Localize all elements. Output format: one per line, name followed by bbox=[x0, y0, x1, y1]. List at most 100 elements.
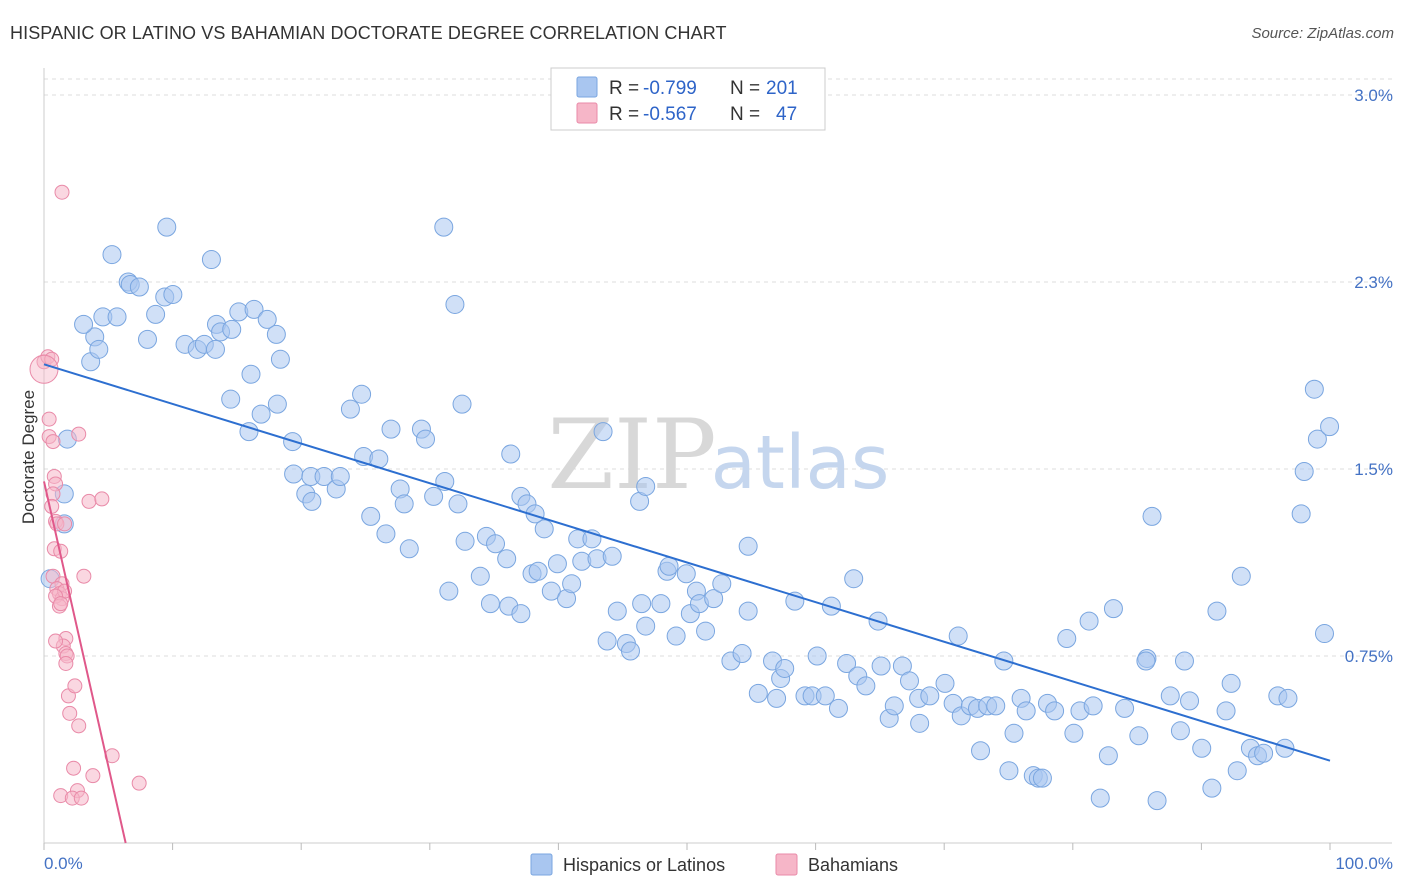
hispanics-point bbox=[1254, 743, 1274, 763]
hispanics-point bbox=[1275, 738, 1295, 758]
hispanics-point bbox=[704, 589, 724, 609]
hispanics-point bbox=[452, 394, 472, 414]
bahamians-point bbox=[53, 596, 69, 612]
legend-row-hispanics: R = -0.799 N = 201 bbox=[576, 76, 798, 99]
bottom-legend-swatch-bahamians bbox=[775, 853, 798, 876]
hispanics-point bbox=[534, 519, 554, 539]
hispanics-point bbox=[302, 491, 322, 511]
bahamians-point bbox=[71, 718, 87, 734]
hispanics-point bbox=[1064, 723, 1084, 743]
y-tick-label: 3.0% bbox=[1354, 86, 1393, 105]
hispanics-point bbox=[1136, 651, 1156, 671]
bahamians-point bbox=[41, 411, 57, 427]
hispanics-point bbox=[620, 641, 640, 661]
hispanics-point bbox=[361, 506, 381, 526]
hispanics-point bbox=[899, 671, 919, 691]
bahamians-point bbox=[71, 426, 87, 442]
hispanics-point bbox=[221, 389, 241, 409]
hispanics-point bbox=[251, 404, 271, 424]
hispanics-point bbox=[352, 384, 372, 404]
hispanics-point bbox=[738, 536, 758, 556]
bahamians-point bbox=[131, 775, 147, 791]
hispanics-point bbox=[547, 554, 567, 574]
hispanics-point bbox=[330, 466, 350, 486]
hispanics-point bbox=[935, 673, 955, 693]
hispanics-point bbox=[340, 399, 360, 419]
y-axis-title: Doctorate Degree bbox=[19, 390, 38, 524]
hispanics-point bbox=[651, 594, 671, 614]
hispanics-point bbox=[74, 314, 94, 334]
trend-line-bahamians bbox=[43, 481, 127, 844]
hispanics-point bbox=[434, 217, 454, 237]
hispanics-point bbox=[636, 616, 656, 636]
hispanics-point bbox=[971, 741, 991, 761]
axes bbox=[43, 68, 1392, 850]
hispanics-point bbox=[1180, 691, 1200, 711]
hispanics-point bbox=[607, 601, 627, 621]
hispanics-point bbox=[102, 245, 122, 265]
hispanics-point bbox=[266, 324, 286, 344]
hispanics-point bbox=[497, 549, 517, 569]
hispanics-point bbox=[501, 444, 521, 464]
hispanics-point bbox=[205, 339, 225, 359]
hispanics-point bbox=[807, 646, 827, 666]
hispanics-point bbox=[738, 601, 758, 621]
hispanics-point bbox=[528, 561, 548, 581]
hispanics-point bbox=[1278, 688, 1298, 708]
hispanics-point bbox=[1170, 721, 1190, 741]
tick-labels: 0.75% 1.5% 2.3% 3.0% 0.0% 100.0% bbox=[44, 86, 1393, 873]
bahamians-point bbox=[45, 434, 61, 450]
hispanics-point bbox=[244, 299, 264, 319]
hispanics-point bbox=[480, 594, 500, 614]
hispanics-point bbox=[910, 713, 930, 733]
bahamians-point bbox=[76, 568, 92, 584]
hispanics-point bbox=[445, 294, 465, 314]
x-tick-label: 100.0% bbox=[1335, 854, 1393, 873]
hispanics-point bbox=[541, 581, 561, 601]
hispanics-point bbox=[1129, 726, 1149, 746]
trend-lines bbox=[43, 363, 1331, 844]
hispanics-point bbox=[602, 546, 622, 566]
hispanics-point bbox=[270, 349, 290, 369]
bahamians-point bbox=[29, 354, 59, 384]
x-tick-label: 0.0% bbox=[44, 854, 83, 873]
y-tick-label: 0.75% bbox=[1345, 647, 1393, 666]
bahamians-point bbox=[58, 655, 74, 671]
hispanics-point bbox=[1216, 701, 1236, 721]
hispanics-point bbox=[815, 686, 835, 706]
legend-r-value: -0.799 bbox=[643, 78, 697, 99]
hispanics-point bbox=[837, 653, 857, 673]
hispanics-point bbox=[884, 696, 904, 716]
hispanics-point bbox=[676, 564, 696, 584]
legend-r-label: R = bbox=[609, 104, 639, 125]
hispanics-point bbox=[1079, 611, 1099, 631]
chart-title: HISPANIC OR LATINO VS BAHAMIAN DOCTORATE… bbox=[10, 23, 727, 43]
hispanics-point bbox=[1307, 429, 1327, 449]
bahamians-point bbox=[81, 493, 97, 509]
bahamians-point bbox=[85, 768, 101, 784]
bahamians-point bbox=[94, 491, 110, 507]
bahamians-point bbox=[48, 633, 64, 649]
legend-swatch-bahamians bbox=[576, 102, 598, 124]
hispanics-point bbox=[1103, 599, 1123, 619]
hispanics-point bbox=[470, 566, 490, 586]
bahamians-point bbox=[54, 184, 70, 200]
hispanics-point bbox=[986, 696, 1006, 716]
hispanics-point bbox=[267, 394, 287, 414]
hispanics-point bbox=[597, 631, 617, 651]
hispanics-point bbox=[1032, 768, 1052, 788]
hispanics-point bbox=[593, 422, 613, 442]
hispanics-point bbox=[439, 581, 459, 601]
hispanics-point bbox=[424, 486, 444, 506]
hispanics-point bbox=[920, 686, 940, 706]
hispanics-point bbox=[1231, 566, 1251, 586]
hispanics-point bbox=[241, 364, 261, 384]
hispanics-point bbox=[511, 604, 531, 624]
bahamians-point bbox=[62, 705, 78, 721]
source-label: Source: ZipAtlas.com bbox=[1251, 25, 1394, 42]
hispanics-point bbox=[732, 644, 752, 664]
y-tick-label: 1.5% bbox=[1354, 460, 1393, 479]
watermark-zip: ZIP bbox=[547, 399, 716, 511]
hispanics-point bbox=[146, 304, 166, 324]
